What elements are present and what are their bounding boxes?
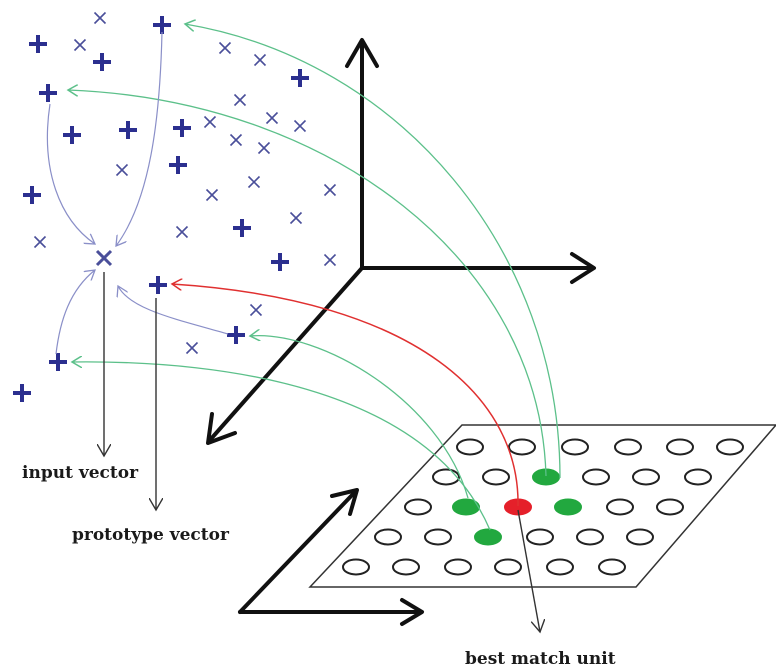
axis-horizontal-head — [570, 252, 596, 284]
grid-unit — [432, 468, 460, 486]
grid-unit — [494, 558, 522, 576]
bmu-arrow — [172, 284, 519, 507]
plus-marker — [119, 121, 137, 139]
update-arrows — [68, 24, 561, 531]
grid-unit — [561, 438, 589, 456]
update-arrow — [72, 362, 491, 531]
update-arrow — [68, 90, 547, 477]
grid-unit — [666, 438, 694, 456]
pull-arrow — [46, 103, 95, 244]
grid-unit — [456, 438, 484, 456]
pull-arrow — [55, 270, 95, 355]
grid-unit — [424, 528, 452, 546]
pull-arrows — [46, 31, 229, 355]
grid-unit — [582, 468, 610, 486]
plus-marker — [153, 16, 171, 34]
axis-diagonal — [208, 266, 364, 442]
neighbor-unit — [474, 528, 502, 546]
cross-marker — [293, 119, 307, 133]
cross-marker — [205, 188, 219, 202]
grid-unit — [342, 558, 370, 576]
plus-marker — [29, 35, 47, 53]
axis-diagonal-head — [206, 412, 237, 445]
plus-marker — [39, 84, 57, 102]
cross-marker — [323, 253, 337, 267]
cross-marker — [218, 41, 232, 55]
grid-axis-diagonal — [238, 490, 357, 614]
update-arrow — [250, 336, 469, 499]
plus-marker — [13, 384, 31, 402]
plus-marker — [63, 126, 81, 144]
pull-arrow — [116, 31, 163, 246]
cross-marker — [73, 38, 87, 52]
cross-marker — [323, 183, 337, 197]
grid-unit — [526, 528, 554, 546]
cross-marker — [233, 93, 247, 107]
input-vector-label: input vector — [22, 463, 139, 483]
bmu-label-arrow — [517, 509, 540, 632]
input-vector-marker — [95, 249, 113, 267]
grid-axis-diagonal-head — [330, 488, 359, 516]
grid-unit — [614, 438, 642, 456]
plus-marker — [169, 156, 187, 174]
plus-marker — [271, 253, 289, 271]
cross-marker — [229, 133, 243, 147]
plus-marker — [227, 326, 245, 344]
pull-arrow — [118, 286, 229, 335]
cross-marker — [249, 303, 263, 317]
cross-marker — [33, 235, 47, 249]
grid-axis-horizontal-head — [400, 598, 424, 626]
plus-marker — [93, 53, 111, 71]
som-grid — [308, 424, 776, 588]
grid-unit — [482, 468, 510, 486]
grid-unit — [392, 558, 420, 576]
prototype-vector-label: prototype vector — [72, 525, 230, 545]
axis-vertical-head — [345, 38, 379, 68]
plus-marker — [173, 119, 191, 137]
cross-marker — [93, 11, 107, 25]
plus-marker — [149, 276, 167, 294]
grid-unit — [626, 528, 654, 546]
grid-unit — [508, 438, 536, 456]
cross-markers — [33, 11, 337, 355]
cross-marker — [203, 115, 217, 129]
axes — [206, 38, 596, 445]
cross-marker — [265, 111, 279, 125]
best-match-unit-label: best match unit — [465, 649, 616, 668]
cross-marker — [247, 175, 261, 189]
grid-unit — [684, 468, 712, 486]
grid-units — [342, 438, 744, 576]
grid-unit — [656, 498, 684, 516]
plus-marker — [233, 219, 251, 237]
grid-axes — [238, 488, 424, 626]
neighbor-unit — [554, 498, 582, 516]
plus-marker — [23, 186, 41, 204]
update-arrow — [185, 24, 561, 479]
label-arrows — [104, 272, 540, 632]
grid-unit — [576, 528, 604, 546]
grid-plane — [308, 424, 776, 588]
grid-unit — [444, 558, 472, 576]
cross-marker — [289, 211, 303, 225]
cross-marker — [115, 163, 129, 177]
cross-marker — [253, 53, 267, 67]
cross-marker — [257, 141, 271, 155]
plus-markers — [13, 16, 309, 402]
grid-unit — [404, 498, 432, 516]
cross-marker — [185, 341, 199, 355]
grid-unit — [374, 528, 402, 546]
grid-unit — [546, 558, 574, 576]
grid-unit — [632, 468, 660, 486]
grid-unit — [606, 498, 634, 516]
plus-marker — [49, 353, 67, 371]
grid-unit — [716, 438, 744, 456]
cross-marker — [175, 225, 189, 239]
grid-unit — [598, 558, 626, 576]
plus-marker — [291, 69, 309, 87]
